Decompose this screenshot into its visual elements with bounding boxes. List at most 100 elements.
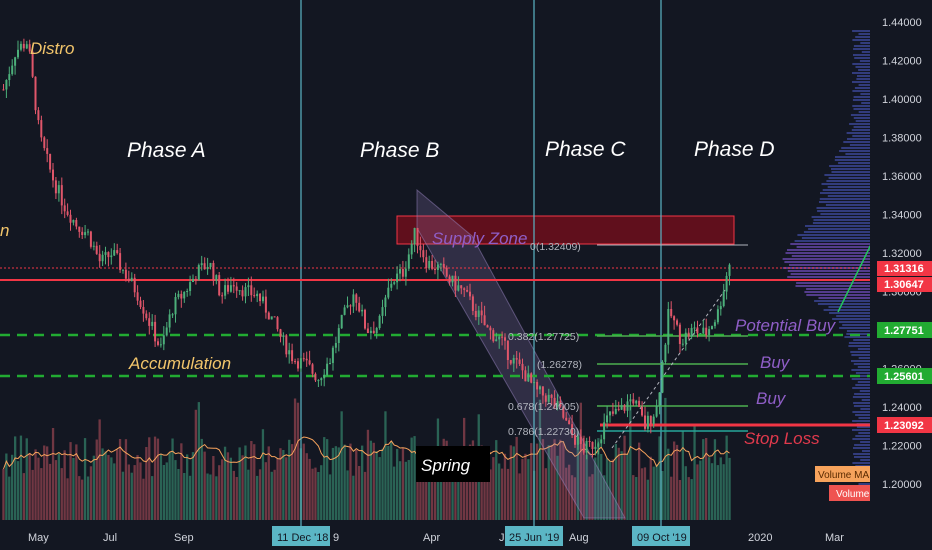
y-tick-label: 1.20000 <box>882 479 922 491</box>
volume-bar <box>658 436 661 520</box>
volume-profile-bar <box>796 246 870 248</box>
volume-profile-bar <box>827 195 870 197</box>
volume-profile-bar <box>850 351 870 353</box>
volume-profile-bar <box>845 153 870 155</box>
volume-profile-bar <box>853 54 870 56</box>
volume-profile-bar <box>795 285 870 287</box>
candle-body <box>305 358 308 361</box>
candle-body <box>366 328 369 333</box>
candle-body <box>250 285 253 296</box>
candle-body <box>19 43 22 50</box>
candle-body <box>609 411 611 416</box>
candle-body <box>661 361 664 393</box>
volume-bar <box>430 478 434 520</box>
candle-body <box>267 312 270 320</box>
volume-bar <box>323 437 326 520</box>
supply-zone-label: Supply Zone <box>432 229 527 248</box>
volume-bar <box>78 476 81 520</box>
volume-profile-bar <box>853 405 870 407</box>
candle-body <box>174 297 177 315</box>
level-tag-1: 1.31316 <box>877 261 932 276</box>
volume-bar <box>588 476 591 520</box>
x-tag-jun-box <box>505 526 563 546</box>
candle-body <box>337 328 340 343</box>
candle-body <box>396 273 399 283</box>
y-tick-label: 1.42000 <box>882 56 922 68</box>
volume-profile-bar <box>855 120 870 122</box>
volume-bar <box>363 471 367 520</box>
volume-profile-bar <box>852 411 870 413</box>
buy-label-1: Buy <box>760 353 791 372</box>
candle-body <box>297 361 299 369</box>
volume-bar <box>725 435 728 520</box>
buy-label-2: Buy <box>756 389 787 408</box>
volume-bar <box>241 455 244 520</box>
legend-volume-box[interactable] <box>829 485 871 501</box>
candle-body <box>521 363 524 371</box>
volume-bar <box>358 466 361 520</box>
candle-body <box>439 263 442 265</box>
volume-bar <box>495 440 498 520</box>
candle-body <box>308 360 311 365</box>
volume-bar <box>2 469 5 520</box>
volume-bar <box>646 479 649 520</box>
candle-body <box>626 401 629 411</box>
candle-body <box>232 285 235 287</box>
y-tick-label: 1.40000 <box>882 94 922 106</box>
volume-bar <box>101 448 104 520</box>
time-axis[interactable]: May Jul Sep 11 Dec '18 9 Apr J 25 Jun '1… <box>28 526 844 546</box>
volume-bar <box>136 455 139 520</box>
volume-bar <box>206 473 209 520</box>
candle-body <box>314 373 317 381</box>
volume-bar <box>667 448 670 520</box>
volume-bar <box>69 442 72 520</box>
legend-volume-ma-box[interactable] <box>815 466 871 482</box>
volume-profile-bar <box>804 291 870 293</box>
candle-body <box>87 231 89 233</box>
volume-bar <box>22 473 25 520</box>
candle-body <box>384 297 387 308</box>
candle-body <box>553 397 556 407</box>
level-tag-3-text: 1.27751 <box>884 325 924 337</box>
candle-body <box>60 185 63 206</box>
candle-body <box>40 120 43 138</box>
volume-profile-bar <box>858 432 870 434</box>
volume-bar <box>124 439 128 520</box>
x-tick-9: 9 <box>333 532 339 544</box>
x-tag-dec-box <box>272 526 330 546</box>
volume-bar <box>165 462 168 520</box>
fib-label-382: 0.382(1.27725) <box>508 331 579 343</box>
volume-bar <box>451 455 454 520</box>
volume-profile-bar <box>821 183 870 185</box>
candle-body <box>401 269 404 277</box>
volume-bar <box>390 441 393 520</box>
volume-bar <box>346 470 349 520</box>
candle-body <box>416 228 419 246</box>
candle-body <box>530 373 533 383</box>
volume-bar <box>156 438 160 520</box>
candle-body <box>702 327 705 334</box>
volume-profile-bar <box>819 198 870 200</box>
candle-body <box>722 291 725 307</box>
level-tag-2: 1.30647 <box>877 277 932 292</box>
volume-bar <box>468 444 472 520</box>
volume-profile-bar <box>791 255 870 257</box>
candle-body <box>641 406 643 416</box>
descending-channel[interactable] <box>416 188 626 519</box>
volume-bar <box>232 470 235 520</box>
candle-body <box>340 314 343 329</box>
candle-body <box>404 268 407 277</box>
volume-bar <box>372 442 375 520</box>
potential-buy-label: Potential Buy <box>735 316 837 335</box>
volume-bar <box>535 443 539 520</box>
candle-body <box>200 263 203 266</box>
volume-bar <box>375 451 378 520</box>
x-tick-j: J <box>499 532 505 544</box>
fib-trend-line[interactable] <box>611 289 726 449</box>
volume-bar <box>162 465 165 520</box>
volume-bar <box>673 441 676 520</box>
volume-bar <box>489 469 492 520</box>
volume-bar <box>480 445 483 520</box>
candle-body <box>206 267 209 270</box>
